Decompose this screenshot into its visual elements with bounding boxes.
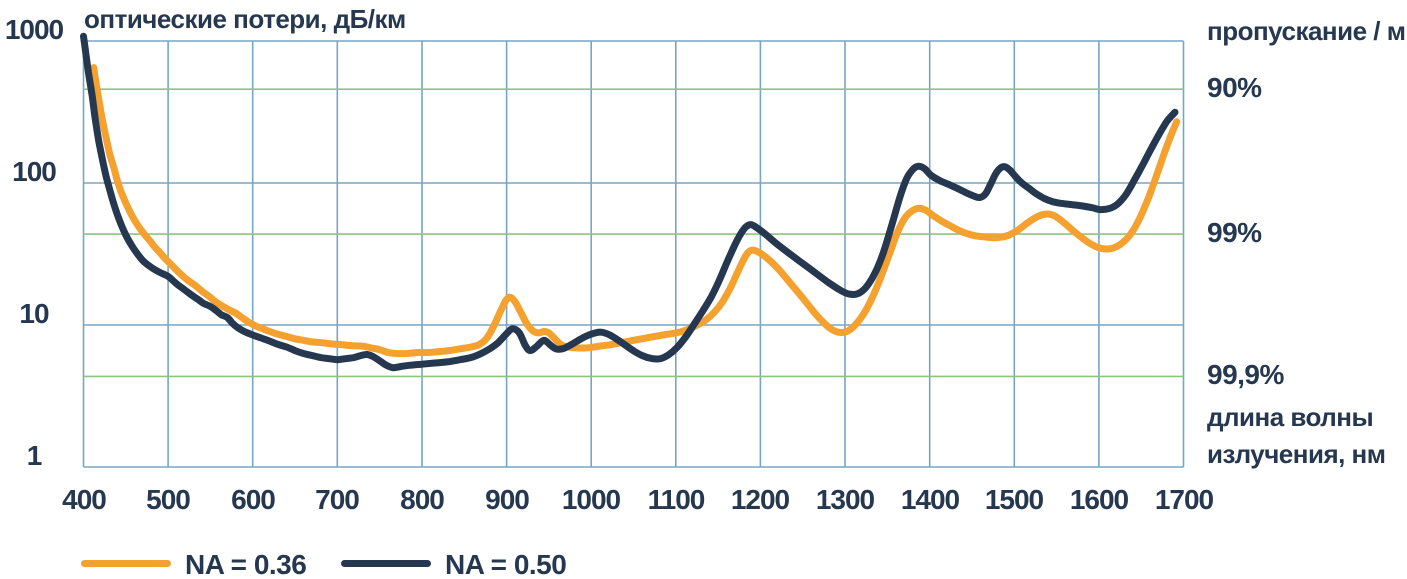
curve-na036 [90, 64, 1181, 358]
x-axis-tick-label: 1300 [815, 484, 875, 515]
x-axis-tick-label: 900 [485, 484, 530, 515]
left-axis-title: оптические потери, дБ/км [84, 4, 406, 34]
x-axis-tick-label: 400 [62, 484, 107, 515]
right-axis-title: пропускание / м [1207, 16, 1406, 46]
right-axis-tick-label: 90% [1207, 72, 1262, 103]
y-axis-tick-label: 100 [12, 156, 57, 187]
x-axis-label-line1: длина волны [1207, 402, 1374, 432]
legend-line-na050 [341, 560, 431, 567]
x-axis-tick-label: 1400 [900, 484, 960, 515]
y-axis-tick-label: 10 [19, 298, 49, 329]
right-axis-tick-label: 99% [1207, 217, 1262, 248]
legend-label-na050: NA = 0.50 [445, 549, 567, 579]
x-axis-tick-label: 700 [315, 484, 360, 515]
legend-label-na036: NA = 0.36 [185, 549, 307, 579]
x-axis-tick-label: 800 [400, 484, 445, 515]
y-axis-tick-label: 1 [26, 440, 43, 471]
x-axis-tick-label: 500 [146, 484, 191, 515]
y-axis-tick-label: 1000 [4, 14, 64, 45]
x-axis-tick-label: 1200 [730, 484, 790, 515]
right-axis-tick-label: 99,9% [1207, 359, 1284, 390]
x-axis-tick-label: 1700 [1154, 484, 1214, 515]
x-axis-tick-label: 600 [231, 484, 276, 515]
x-axis-label-line2: излучения, нм [1207, 439, 1386, 469]
legend-line-na036 [81, 560, 171, 567]
x-axis-tick-label: 1000 [561, 484, 621, 515]
x-axis-tick-label: 1500 [984, 484, 1044, 515]
x-axis-tick-label: 1600 [1069, 484, 1129, 515]
x-axis-tick-label: 1100 [647, 484, 706, 515]
curve-na050 [80, 32, 1179, 372]
